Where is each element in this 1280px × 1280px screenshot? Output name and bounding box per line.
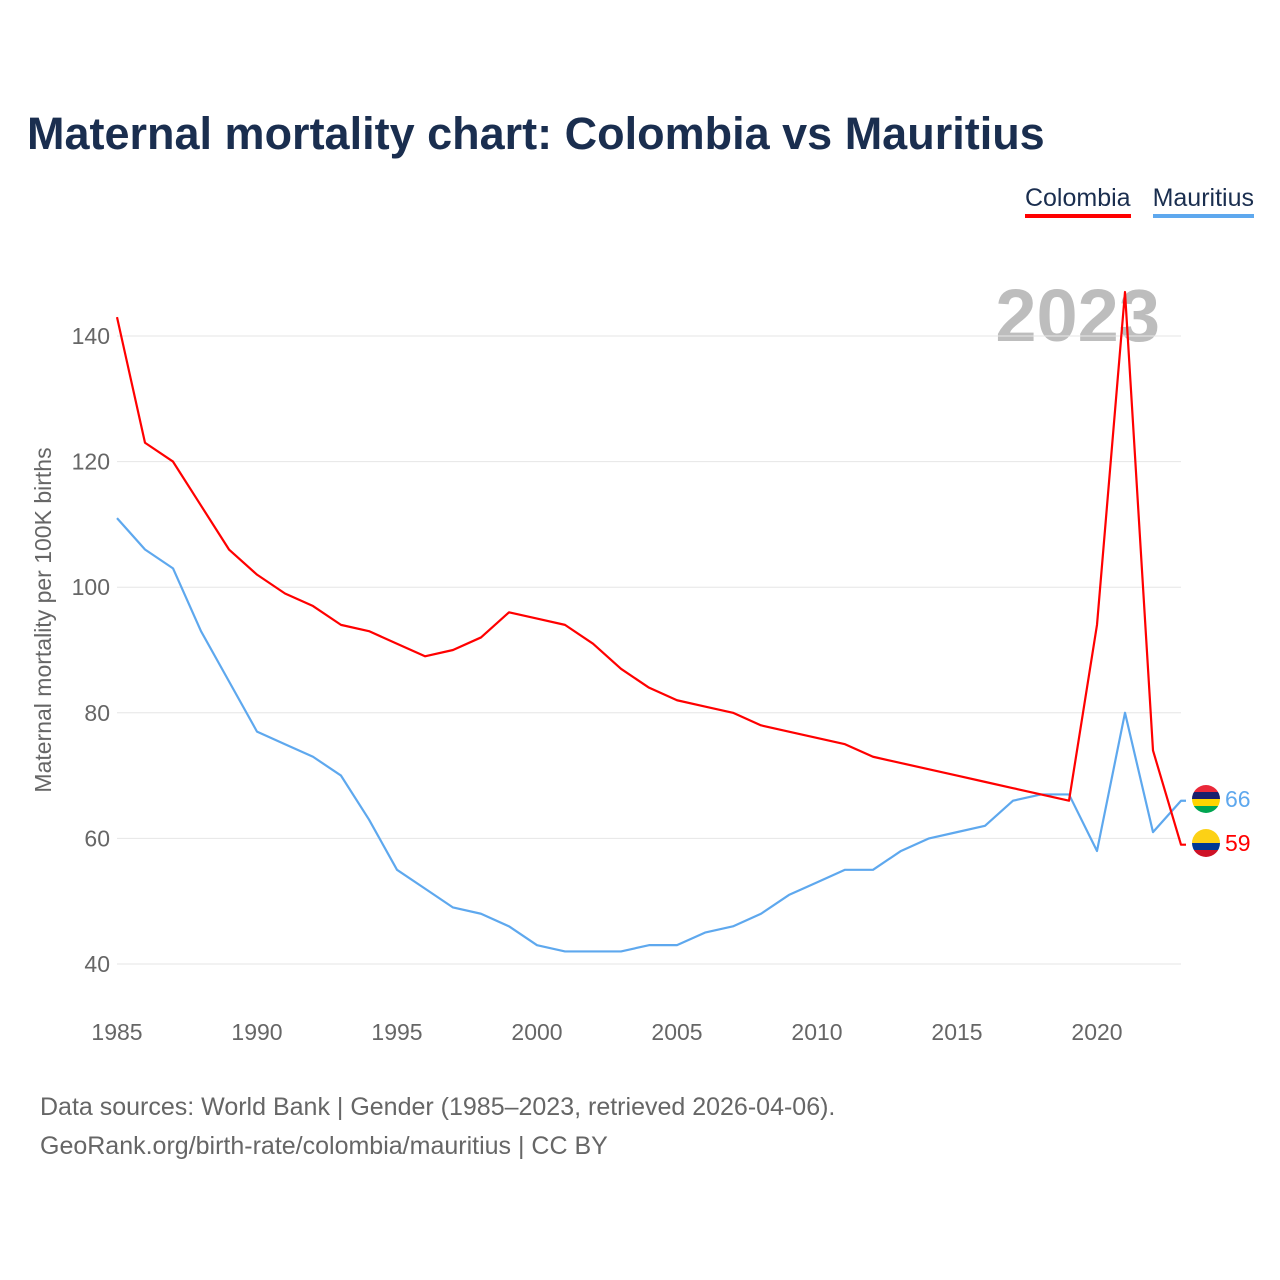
series-line-colombia bbox=[115, 290, 1186, 846]
x-tick-label: 2010 bbox=[791, 1019, 842, 1045]
y-tick-label: 120 bbox=[72, 449, 110, 475]
source-note: Data sources: World Bank | Gender (1985–… bbox=[40, 1088, 835, 1166]
x-tick-label: 1995 bbox=[371, 1019, 422, 1045]
colombia-end-label: 59 bbox=[1225, 830, 1251, 856]
y-tick-label: 80 bbox=[84, 700, 110, 726]
x-tick-label: 1990 bbox=[231, 1019, 282, 1045]
chart-title: Maternal mortality chart: Colombia vs Ma… bbox=[27, 108, 1045, 159]
source-line-2[interactable]: GeoRank.org/birth-rate/colombia/mauritiu… bbox=[40, 1132, 608, 1160]
legend: Colombia Mauritius bbox=[1024, 184, 1254, 218]
x-tick-label: 2005 bbox=[651, 1019, 702, 1045]
source-line-1: Data sources: World Bank | Gender (1985–… bbox=[40, 1093, 836, 1121]
colombia-flag-icon bbox=[1192, 829, 1220, 857]
year-watermark: 2023 bbox=[995, 274, 1160, 357]
y-tick-label: 140 bbox=[72, 323, 110, 349]
x-tick-label: 1985 bbox=[91, 1019, 142, 1045]
y-tick-label: 60 bbox=[84, 825, 110, 851]
y-axis-label: Maternal mortality per 100K births bbox=[30, 447, 56, 792]
x-tick-label: 2020 bbox=[1071, 1019, 1122, 1045]
legend-colombia[interactable]: Colombia bbox=[1024, 184, 1131, 218]
legend-mauritius[interactable]: Mauritius bbox=[1152, 184, 1254, 218]
mauritius-end-label: 66 bbox=[1225, 786, 1251, 812]
x-tick-label: 2000 bbox=[511, 1019, 562, 1045]
y-tick-label: 40 bbox=[84, 951, 110, 977]
mauritius-flag-icon bbox=[1192, 785, 1220, 813]
y-tick-label: 100 bbox=[72, 574, 110, 600]
series-line-mauritius bbox=[116, 517, 1186, 953]
x-tick-label: 2015 bbox=[931, 1019, 982, 1045]
